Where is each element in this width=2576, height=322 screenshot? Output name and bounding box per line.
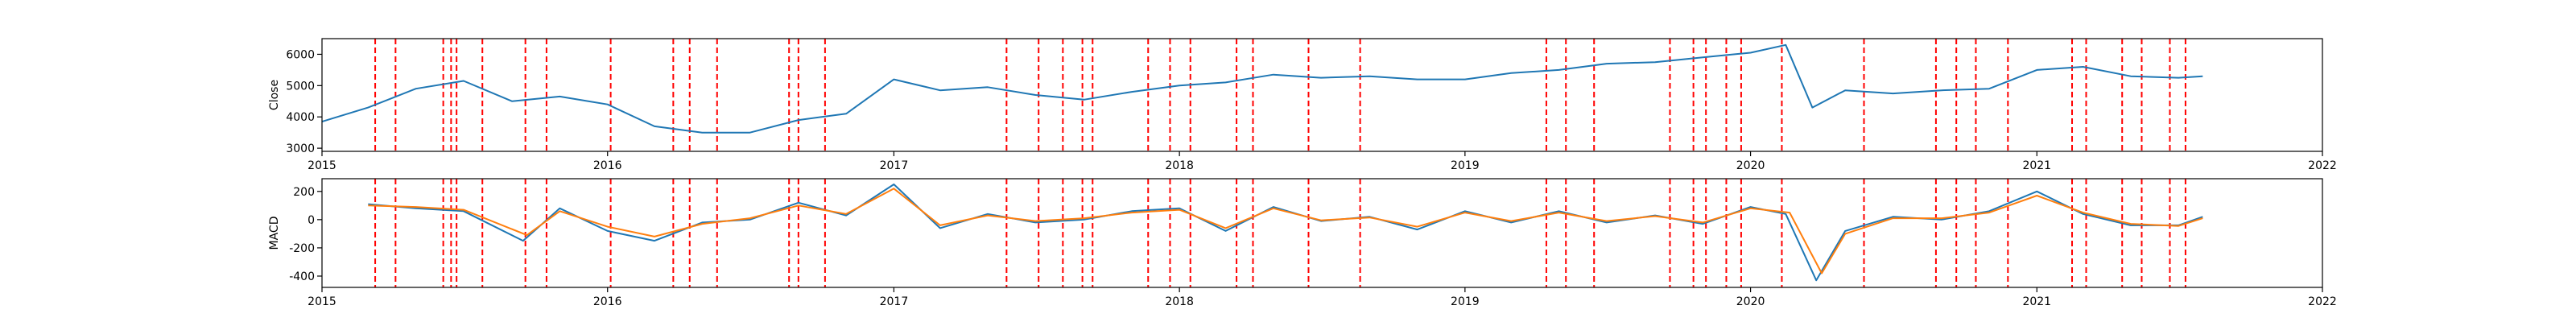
x-tick-label: 2015 <box>308 295 336 308</box>
macd-series-line-1 <box>368 188 2203 275</box>
x-tick-label: 2017 <box>880 295 909 308</box>
x-tick-label: 2019 <box>1451 295 1480 308</box>
x-tick-label: 2022 <box>2308 295 2337 308</box>
x-tick-label: 2017 <box>880 159 909 172</box>
x-tick-label: 2016 <box>593 295 622 308</box>
x-tick-label: 2019 <box>1451 159 1480 172</box>
x-tick-label: 2016 <box>593 159 622 172</box>
x-tick-label: 2015 <box>308 159 336 172</box>
x-tick-label: 2020 <box>1736 295 1765 308</box>
macd-panel: -400 -200 0 200 2015 2016 2017 2018 2019 2020 2021… <box>268 178 2337 308</box>
y-tick-label: 6000 <box>286 48 315 61</box>
y-tick-label: 200 <box>293 186 315 199</box>
macd-y-axis-label: MACD <box>268 217 281 250</box>
y-tick-label: -200 <box>289 242 315 255</box>
macd-axes-frame <box>321 178 2323 288</box>
y-tick-label: 4000 <box>286 111 315 124</box>
close-series-line-0 <box>321 43 2203 134</box>
x-tick-label: 2021 <box>2022 295 2051 308</box>
x-tick-label: 2021 <box>2022 159 2051 172</box>
y-tick-label: 5000 <box>286 80 315 93</box>
macd-series-line-0 <box>368 184 2203 282</box>
close-y-axis-label: Close <box>268 80 281 110</box>
y-tick-label: 0 <box>308 214 315 227</box>
close-price-panel: 3000 4000 5000 6000 2015 2016 2017 2018 2019 2020… <box>268 38 2337 172</box>
close-axes-frame <box>321 38 2323 152</box>
x-tick-label: 2020 <box>1736 159 1765 172</box>
x-tick-label: 2018 <box>1165 159 1194 172</box>
y-tick-label: 3000 <box>286 142 315 155</box>
y-tick-label: -400 <box>289 270 315 283</box>
x-tick-label: 2018 <box>1165 295 1194 308</box>
x-tick-label: 2022 <box>2308 159 2337 172</box>
